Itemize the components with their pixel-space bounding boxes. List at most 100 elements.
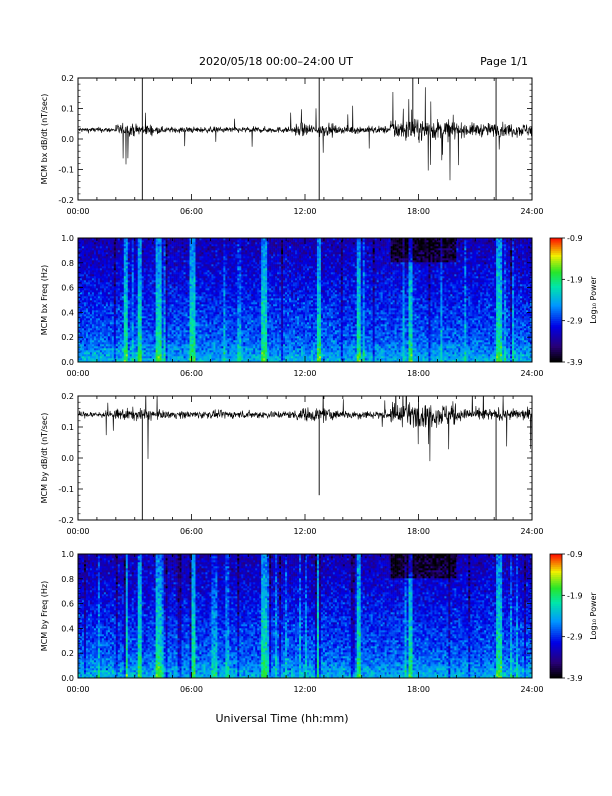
- spectrogram-cell: [150, 332, 152, 334]
- spectrogram-cell: [205, 356, 207, 358]
- spectrogram-cell: [112, 264, 114, 266]
- spectrogram-cell: [80, 324, 82, 326]
- spectrogram-cell: [150, 324, 152, 326]
- spectrogram-cell: [152, 318, 154, 320]
- spectrogram-cell: [201, 310, 203, 312]
- spectrogram-cell: [193, 272, 195, 274]
- spectrogram-cell: [144, 350, 146, 352]
- spectrogram-cell: [186, 280, 188, 282]
- spectrogram-cell: [219, 342, 221, 344]
- spectrogram-cell: [96, 266, 98, 268]
- spectrogram-cell: [207, 290, 209, 292]
- spectrogram-cell: [92, 328, 94, 330]
- spectrogram-cell: [209, 298, 211, 300]
- spectrogram-cell: [184, 346, 186, 348]
- spectrogram-cell: [207, 254, 209, 256]
- spectrogram-cell: [120, 314, 122, 316]
- spectrogram-cell: [192, 354, 194, 356]
- spectrogram-cell: [92, 326, 94, 328]
- spectrogram-cell: [217, 310, 219, 312]
- spectrogram-cell: [88, 310, 90, 312]
- spectrogram-cell: [92, 304, 94, 306]
- spectrogram-cell: [166, 322, 168, 324]
- spectrogram-cell: [94, 336, 96, 338]
- spectrogram-cell: [170, 348, 172, 350]
- spectrogram-cell: [100, 254, 102, 256]
- spectrogram-cell: [146, 334, 148, 336]
- spectrogram-cell: [106, 326, 108, 328]
- spectrogram-cell: [148, 354, 150, 356]
- spectrogram-cell: [158, 254, 160, 256]
- spectrogram-cell: [86, 240, 88, 242]
- spectrogram-cell: [116, 318, 118, 320]
- spectrogram-cell: [106, 318, 108, 320]
- spectrogram-cell: [195, 346, 197, 348]
- spectrogram-cell: [116, 354, 118, 356]
- spectrogram-cell: [118, 272, 120, 274]
- spectrogram-cell: [136, 274, 138, 276]
- spectrogram-cell: [154, 286, 156, 288]
- spectrogram-cell: [174, 318, 176, 320]
- spectrogram-cell: [136, 294, 138, 296]
- spectrogram-cell: [106, 346, 108, 348]
- spectrogram-cell: [174, 310, 176, 312]
- spectrogram-cell: [166, 326, 168, 328]
- spectrogram-cell: [205, 316, 207, 318]
- spectrogram-cell: [176, 304, 178, 306]
- spectrogram-cell: [190, 334, 192, 336]
- spectrogram-cell: [176, 260, 178, 262]
- spectrogram-cell: [207, 274, 209, 276]
- spectrogram-cell: [178, 256, 180, 258]
- spectrogram-cell: [122, 330, 124, 332]
- spectrogram-cell: [118, 342, 120, 344]
- spectrogram-cell: [188, 248, 190, 250]
- spectrogram-cell: [106, 244, 108, 246]
- spectrogram-cell: [150, 246, 152, 248]
- spectrogram-cell: [114, 306, 116, 308]
- spectrogram-cell: [120, 332, 122, 334]
- spectrogram-cell: [142, 350, 144, 352]
- spectrogram-cell: [184, 298, 186, 300]
- spectrogram-cell: [219, 252, 221, 254]
- spectrogram-cell: [203, 318, 205, 320]
- spectrogram-cell: [156, 280, 158, 282]
- spectrogram-cell: [136, 258, 138, 260]
- spectrogram-cell: [110, 258, 112, 260]
- spectrogram-cell: [88, 294, 90, 296]
- spectrogram-cell: [188, 300, 190, 302]
- spectrogram-cell: [128, 254, 130, 256]
- spectrogram-cell: [112, 242, 114, 244]
- spectrogram-cell: [138, 256, 140, 258]
- spectrogram-cell: [170, 330, 172, 332]
- spectrogram-cell: [215, 270, 217, 272]
- spectrogram-cell: [116, 342, 118, 344]
- spectrogram-cell: [146, 316, 148, 318]
- spectrogram-cell: [140, 336, 142, 338]
- spectrogram-cell: [209, 290, 211, 292]
- spectrogram-cell: [203, 274, 205, 276]
- spectrogram-cell: [197, 340, 199, 342]
- spectrogram-cell: [140, 316, 142, 318]
- spectrogram-cell: [140, 332, 142, 334]
- spectrogram-cell: [207, 278, 209, 280]
- spectrogram-cell: [136, 272, 138, 274]
- spectrogram-cell: [134, 288, 136, 290]
- spectrogram-cell: [176, 336, 178, 338]
- spectrogram-cell: [188, 270, 190, 272]
- spectrogram-cell: [122, 292, 124, 294]
- spectrogram-cell: [102, 244, 104, 246]
- spectrogram-cell: [192, 278, 194, 280]
- spectrogram-cell: [180, 264, 182, 266]
- spectrogram-cell: [205, 306, 207, 308]
- spectrogram-cell: [122, 298, 124, 300]
- spectrogram-cell: [201, 260, 203, 262]
- spectrogram-cell: [108, 258, 110, 260]
- spectrogram-cell: [130, 246, 132, 248]
- spectrogram-cell: [201, 296, 203, 298]
- spectrogram-cell: [130, 300, 132, 302]
- spectrogram-cell: [207, 262, 209, 264]
- spectrogram-cell: [98, 272, 100, 274]
- spectrogram-cell: [203, 320, 205, 322]
- spectrogram-cell: [154, 332, 156, 334]
- spectrogram-cell: [188, 274, 190, 276]
